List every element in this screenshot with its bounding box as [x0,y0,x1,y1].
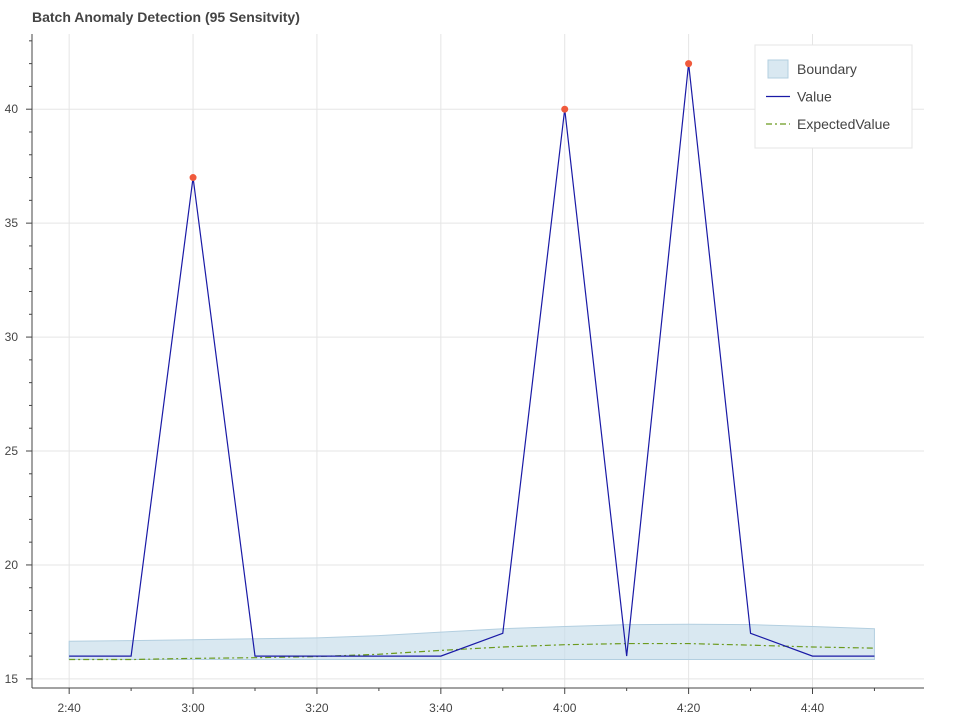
boundary-band [68,623,875,661]
x-tick-label: 2:40 [57,701,81,715]
x-tick-label: 3:20 [305,701,329,715]
anomaly-point [685,60,693,68]
legend-boundary-swatch [767,59,789,79]
anomaly-point [189,174,197,182]
value-layer [69,63,875,657]
boundary-band-layer [68,623,875,661]
legend-label: Boundary [797,61,857,77]
expected-value-layer [69,642,875,661]
x-tick-label: 3:40 [429,701,453,715]
x-tick-label: 4:20 [677,701,701,715]
anomaly-markers [189,60,693,182]
axes: 15 20 25 30 35 40 2:40 3:00 3:20 3:40 4:00 4:20 4:40 [5,34,924,715]
y-tick-label: 20 [5,558,19,572]
y-tick-label: 15 [5,672,19,686]
anomaly-point [561,105,569,113]
x-tick-label: 4:00 [553,701,577,715]
y-tick-label: 40 [5,102,19,116]
value-line [69,63,875,657]
legend-label: ExpectedValue [797,116,890,132]
x-tick-label: 3:00 [181,701,205,715]
expected-value-line [69,642,875,661]
legend-label: Value [797,89,832,105]
y-tick-label: 25 [5,444,19,458]
chart-title: Batch Anomaly Detection (95 Sensitvity) [32,9,300,25]
y-tick-label: 30 [5,330,19,344]
x-tick-label: 4:40 [801,701,825,715]
legend: Boundary Value ExpectedValue [754,44,913,149]
y-tick-label: 35 [5,216,19,230]
